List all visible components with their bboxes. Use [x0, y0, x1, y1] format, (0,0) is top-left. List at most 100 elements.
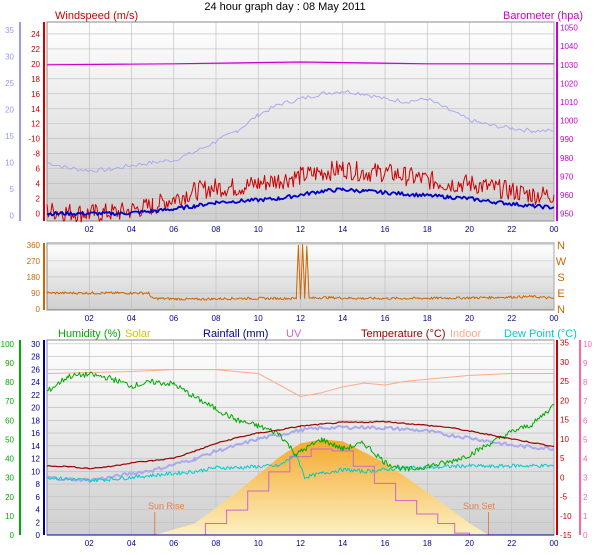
- top-y-left-tick-label: 12: [31, 120, 40, 129]
- dewpoint-label: Dew Point (°C): [504, 328, 577, 340]
- bot-y-temp-tick-label: 0: [560, 473, 565, 482]
- mid-x-tick-label: 18: [423, 314, 432, 323]
- top-y-left-tick-label: 4: [36, 180, 41, 189]
- bot-series-temperature: [46, 420, 555, 470]
- bot-y-uv-tick-label: 7: [583, 397, 588, 406]
- bot-y-temp-tick-label: 10: [560, 435, 569, 444]
- mid-direction-label: S: [557, 272, 564, 284]
- mid-x-tick-label: 10: [254, 314, 263, 323]
- bot-y-temp-tick-label: 20: [560, 396, 569, 405]
- top-y-left-tick-label: 2: [36, 195, 41, 204]
- bot-y-rain-tick-label: 22: [31, 391, 40, 400]
- bot-y-rain-tick-label: 14: [31, 442, 40, 451]
- top-x-tick-label: 04: [127, 225, 136, 234]
- bot-x-tick-label: 14: [338, 539, 347, 548]
- top-series-avg-windspeed: [46, 187, 555, 217]
- top-series-temp-band: [46, 89, 555, 173]
- bot-x-tick-label: 22: [507, 539, 516, 548]
- bot-y-humidity-tick-label: 90: [5, 359, 14, 368]
- top-y-right-tick-label: 980: [560, 154, 574, 163]
- mid-x-tick-label: 08: [212, 314, 221, 323]
- top-y-left-tick-label: -8: [33, 150, 41, 159]
- bot-y-uv-tick-label: 4: [583, 455, 588, 464]
- bot-y-rain-tick-label: 24: [31, 378, 40, 387]
- top-y-left-tick-label: -10: [28, 135, 40, 144]
- top-x-tick-label: 16: [381, 225, 390, 234]
- bot-y-uv-tick-label: 5: [583, 435, 588, 444]
- temperature-label: Temperature (°C): [361, 328, 445, 340]
- top-y-right-tick-label: 960: [560, 191, 574, 200]
- bot-y-humidity-tick-label: 50: [5, 435, 14, 444]
- top-y-outer-tick-label: 25: [5, 79, 14, 88]
- mid-y-tick-label: 90: [31, 289, 40, 298]
- top-y-right-tick-label: 1010: [560, 98, 578, 107]
- mid-direction-label: W: [556, 256, 567, 268]
- bot-series-temp-light: [46, 424, 555, 483]
- bot-y-temp-tick-label: 30: [560, 358, 569, 367]
- bot-y-temp-tick-label: 35: [560, 339, 569, 348]
- bot-y-rain-tick-label: 12: [31, 455, 40, 464]
- bot-y-rain-tick-label: 20: [31, 404, 40, 413]
- top-y-right-tick-label: 1000: [560, 117, 578, 126]
- bot-y-rain-tick-label: 26: [31, 365, 40, 374]
- top-x-tick-label: 20: [465, 225, 474, 234]
- top-y-right-tick-label: 950: [560, 210, 574, 219]
- barometer-label: Barometer (hpa): [503, 10, 583, 22]
- mid-y-tick-label: 180: [27, 273, 41, 282]
- top-y-left-tick-label: 22: [31, 45, 40, 54]
- uv-label: UV: [286, 328, 302, 340]
- bot-y-temp-tick-label: 15: [560, 416, 569, 425]
- top-series-windspeed: [46, 160, 555, 223]
- top-y-outer-tick-label: 30: [5, 52, 14, 61]
- mid-y-tick-label: 360: [27, 241, 41, 250]
- bot-y-rain-tick-label: 6: [36, 493, 41, 502]
- bot-x-tick-label: 00: [550, 539, 559, 548]
- top-y-left-tick-label: 18: [31, 75, 40, 84]
- top-y-left-tick-label: 16: [31, 90, 40, 99]
- top-y-left-tick-label: 6: [36, 165, 41, 174]
- bot-y-humidity-tick-label: 70: [5, 397, 14, 406]
- top-y-right-tick-label: 970: [560, 172, 574, 181]
- humidity-label: Humidity (%): [58, 328, 121, 340]
- bot-x-tick-label: 06: [169, 539, 178, 548]
- top-y-outer-tick-label: 5: [10, 185, 15, 194]
- mid-series-direction: [46, 243, 555, 301]
- bot-series-indoor: [46, 369, 554, 397]
- top-x-tick-label: 12: [296, 225, 305, 234]
- top-x-tick-label: 14: [338, 225, 347, 234]
- top-y-outer-tick-label: 0: [10, 212, 15, 221]
- bot-x-tick-label: 04: [127, 539, 136, 548]
- top-x-tick-label: 08: [212, 225, 221, 234]
- bot-y-humidity-tick-label: 10: [5, 512, 14, 521]
- mid-x-tick-label: 02: [85, 314, 94, 323]
- bot-series-uv: [47, 448, 554, 536]
- bot-y-rain-tick-label: 18: [31, 416, 40, 425]
- mid-direction-label: N: [557, 304, 565, 316]
- bot-y-uv-tick-label: 3: [583, 474, 588, 483]
- bot-y-uv-tick-label: 1: [583, 512, 588, 521]
- top-x-tick-label: 06: [169, 225, 178, 234]
- bot-y-humidity-tick-label: 60: [5, 416, 14, 425]
- bot-y-rain-tick-label: 16: [31, 429, 40, 438]
- solar-label: Solar: [125, 328, 151, 340]
- bot-y-rain-tick-label: 28: [31, 353, 40, 362]
- bot-y-temp-tick-label: -5: [560, 493, 568, 502]
- top-x-tick-label: 22: [507, 225, 516, 234]
- top-x-tick-label: 02: [85, 225, 94, 234]
- top-y-outer-tick-label: 35: [5, 26, 14, 35]
- mid-direction-label: N: [557, 240, 565, 252]
- bot-x-tick-label: 12: [296, 539, 305, 548]
- mid-x-tick-label: 14: [338, 314, 347, 323]
- bot-y-uv-tick-label: 6: [583, 416, 588, 425]
- bot-y-humidity-tick-label: 20: [5, 493, 14, 502]
- mid-x-tick-label: 16: [381, 314, 390, 323]
- mid-x-tick-label: 06: [169, 314, 178, 323]
- bot-series-solar: [154, 439, 489, 535]
- bot-y-uv-tick-label: 9: [583, 359, 588, 368]
- top-y-left-tick-label: 20: [31, 60, 40, 69]
- mid-x-tick-label: 04: [127, 314, 136, 323]
- bot-y-humidity-tick-label: 0: [10, 531, 15, 540]
- sunset-label: Sun Set: [463, 501, 496, 511]
- top-y-right-tick-label: 1030: [560, 61, 578, 70]
